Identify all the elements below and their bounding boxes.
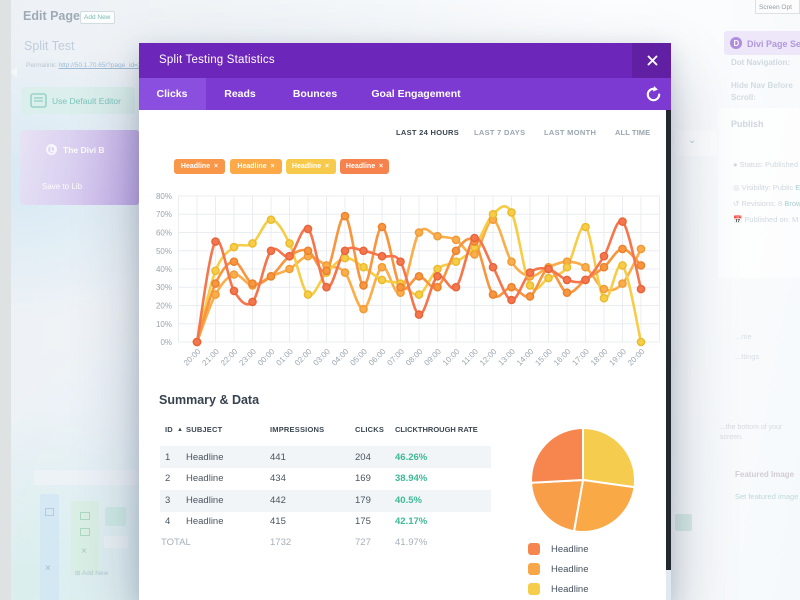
svg-text:30%: 30% [156,283,172,292]
svg-text:01:00: 01:00 [274,347,295,368]
svg-text:21:00: 21:00 [200,347,221,368]
svg-text:22:00: 22:00 [219,347,240,368]
svg-text:07:00: 07:00 [385,347,406,368]
svg-text:12:00: 12:00 [478,347,499,368]
svg-text:02:00: 02:00 [293,347,314,368]
svg-text:16:00: 16:00 [552,347,573,368]
svg-text:0%: 0% [160,338,172,347]
svg-text:10%: 10% [156,320,172,329]
svg-text:20%: 20% [156,302,172,311]
svg-text:04:00: 04:00 [330,347,351,368]
svg-text:09:00: 09:00 [422,347,443,368]
svg-text:18:00: 18:00 [589,347,610,368]
svg-text:03:00: 03:00 [311,347,332,368]
svg-text:80%: 80% [156,192,172,201]
svg-text:00:00: 00:00 [256,347,277,368]
svg-text:70%: 70% [156,210,172,219]
svg-text:08:00: 08:00 [404,347,425,368]
svg-text:14:00: 14:00 [515,347,536,368]
svg-text:19:00: 19:00 [607,347,628,368]
svg-text:05:00: 05:00 [348,347,369,368]
svg-text:20:00: 20:00 [182,347,203,368]
svg-text:15:00: 15:00 [533,347,554,368]
svg-text:40%: 40% [156,265,172,274]
svg-text:23:00: 23:00 [237,347,258,368]
svg-text:20:00: 20:00 [626,347,647,368]
svg-text:10:00: 10:00 [441,347,462,368]
svg-text:60%: 60% [156,229,172,238]
svg-text:06:00: 06:00 [367,347,388,368]
svg-text:17:00: 17:00 [570,347,591,368]
svg-text:50%: 50% [156,247,172,256]
svg-text:11:00: 11:00 [460,347,480,367]
svg-text:13:00: 13:00 [496,347,517,368]
